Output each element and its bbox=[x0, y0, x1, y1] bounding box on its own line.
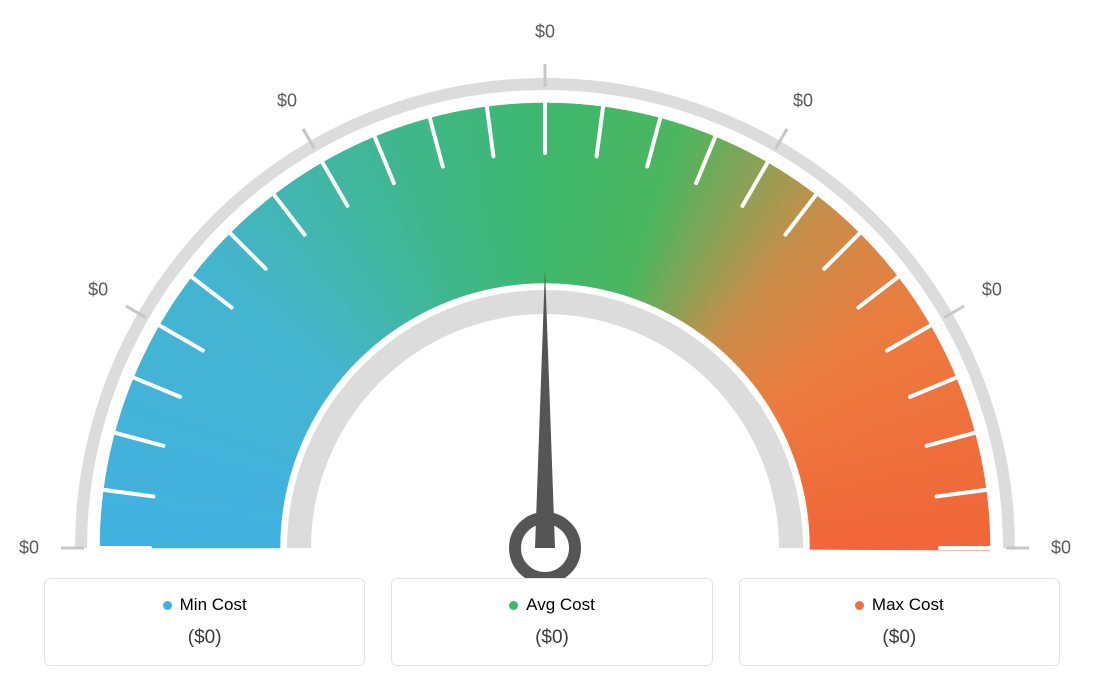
legend-row: Min Cost ($0) Avg Cost ($0) Max Cost ($0… bbox=[44, 578, 1060, 666]
legend-value-avg: ($0) bbox=[402, 627, 701, 649]
gauge-scale-label: $0 bbox=[88, 280, 108, 301]
gauge-scale-label: $0 bbox=[19, 538, 39, 559]
legend-label-avg: Avg Cost bbox=[526, 595, 595, 615]
gauge-scale-label: $0 bbox=[1051, 538, 1071, 559]
legend-label-max: Max Cost bbox=[872, 595, 944, 615]
legend-value-min: ($0) bbox=[55, 627, 354, 649]
legend-title-min: Min Cost bbox=[163, 595, 247, 615]
gauge-svg bbox=[0, 20, 1104, 580]
legend-title-max: Max Cost bbox=[855, 595, 944, 615]
legend-value-max: ($0) bbox=[750, 627, 1049, 649]
gauge-scale-label: $0 bbox=[982, 280, 1002, 301]
legend-label-min: Min Cost bbox=[180, 595, 247, 615]
gauge-scale-label: $0 bbox=[793, 91, 813, 112]
legend-card-min: Min Cost ($0) bbox=[44, 578, 365, 666]
legend-dot-max bbox=[855, 601, 864, 610]
legend-card-max: Max Cost ($0) bbox=[739, 578, 1060, 666]
legend-title-avg: Avg Cost bbox=[509, 595, 595, 615]
legend-dot-min bbox=[163, 601, 172, 610]
gauge-scale-label: $0 bbox=[277, 91, 297, 112]
gauge-chart: $0$0$0$0$0$0$0 bbox=[0, 0, 1104, 555]
gauge-scale-label: $0 bbox=[535, 22, 555, 43]
legend-dot-avg bbox=[509, 601, 518, 610]
legend-card-avg: Avg Cost ($0) bbox=[391, 578, 712, 666]
